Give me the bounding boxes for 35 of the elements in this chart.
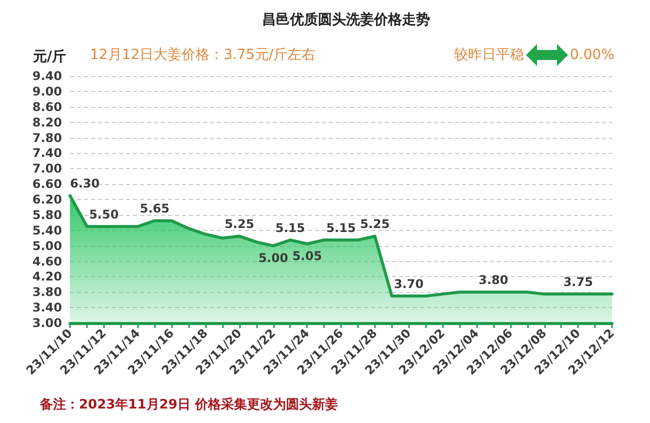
y-tick-label: 7.00	[32, 162, 62, 176]
data-label: 5.65	[140, 202, 170, 216]
data-label: 5.25	[224, 217, 254, 232]
y-tick-label: 8.60	[32, 100, 62, 114]
y-tick-label: 5.40	[32, 223, 62, 238]
y-tick-label: 5.80	[32, 208, 62, 222]
data-label: 5.00	[258, 250, 288, 265]
y-tick-label: 7.80	[32, 130, 62, 145]
y-tick-label: 7.40	[32, 146, 62, 160]
text: 12月12日大姜价格：3.75元/斤左右	[90, 46, 316, 63]
chart-title: 昌邑优质圆头洗姜价格走势	[262, 11, 430, 28]
y-tick-label: 6.20	[32, 192, 62, 206]
y-tick-label: 6.60	[32, 177, 62, 192]
text: 备注：2023年11月29日 价格采集更改为圆头新姜	[39, 396, 338, 412]
data-label: 5.15	[326, 221, 356, 236]
y-tick-label: 5.00	[32, 238, 62, 253]
data-label: 3.75	[563, 275, 593, 290]
y-tick-label: 9.00	[32, 84, 62, 98]
text: 0.00%	[570, 47, 614, 63]
y-tick-label: 4.20	[32, 270, 62, 284]
data-label: 5.15	[275, 221, 305, 236]
data-label: 5.05	[292, 248, 322, 263]
data-label: 3.80	[478, 273, 508, 288]
y-tick-label: 4.60	[32, 254, 62, 268]
y-axis-title: 元/斤	[32, 48, 66, 65]
data-label: 6.30	[70, 176, 100, 191]
data-label: 5.50	[89, 208, 119, 222]
data-label: 5.25	[360, 217, 390, 232]
y-tick-label: 9.40	[32, 69, 62, 83]
y-tick-label: 3.80	[32, 285, 62, 300]
y-tick-label: 3.40	[32, 300, 62, 315]
y-tick-label: 8.20	[32, 115, 62, 130]
y-tick-label: 3.00	[32, 316, 62, 330]
data-label: 3.70	[394, 276, 424, 291]
text: 较昨日平稳	[454, 47, 524, 63]
